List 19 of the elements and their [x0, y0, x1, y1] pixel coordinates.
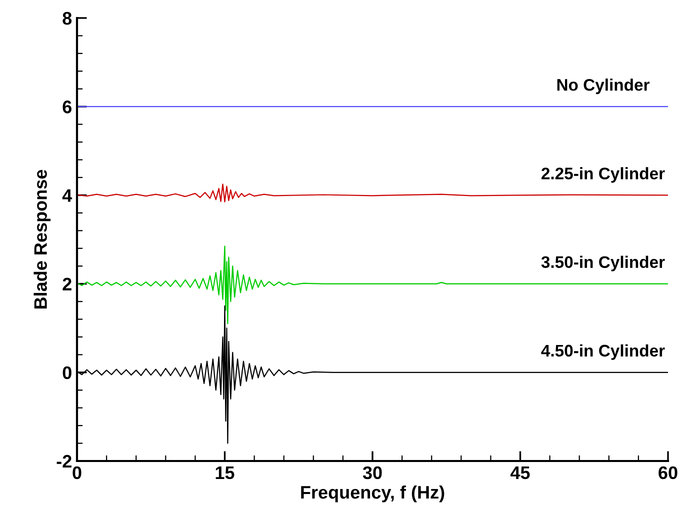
series-label: 2.25-in Cylinder — [542, 167, 665, 183]
series-label: 4.50-in Cylinder — [541, 344, 665, 360]
y-tick-label: 6 — [62, 100, 72, 114]
y-tick-label: 2 — [62, 278, 72, 290]
x-tick-label: 15 — [216, 466, 234, 480]
series-label: 3.50-in Cylinder — [541, 256, 665, 272]
x-tick-label: 0 — [72, 466, 82, 480]
x-axis-title: Frequency, f (Hz) — [301, 485, 444, 502]
x-tick-label: 30 — [362, 466, 382, 480]
line-series — [77, 184, 668, 202]
series-label: No Cylinder — [557, 78, 650, 94]
line-series — [77, 246, 668, 324]
y-tick-label: 0 — [62, 366, 72, 380]
x-tick-label: 45 — [510, 466, 530, 480]
y-tick-label: 4 — [62, 189, 72, 202]
x-tick-label: 60 — [658, 466, 678, 480]
y-tick-label: 8 — [62, 12, 72, 25]
y-axis-title: Blade Response — [34, 170, 51, 309]
y-tick-label: -2 — [56, 454, 72, 468]
